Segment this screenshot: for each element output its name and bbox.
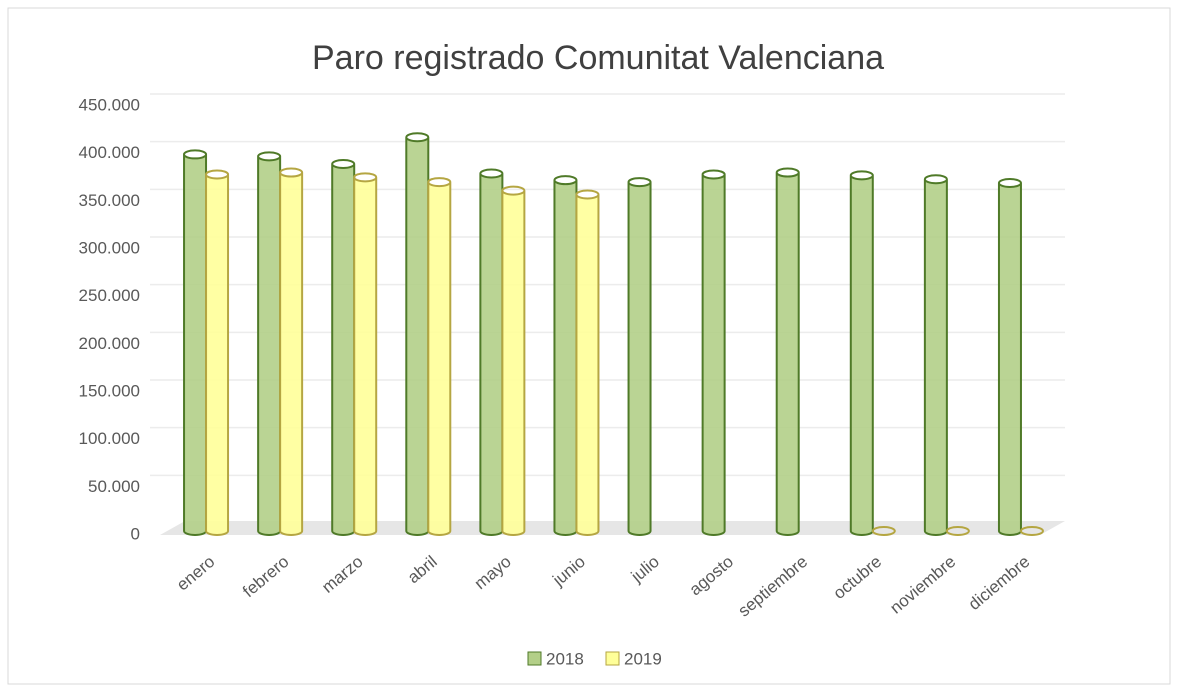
y-tick-label: 450.000 <box>79 95 140 114</box>
bar <box>501 185 526 536</box>
y-tick-label: 0 <box>131 524 140 543</box>
bar <box>849 170 874 536</box>
bar <box>945 526 970 536</box>
bar <box>627 177 652 536</box>
y-tick-label: 100.000 <box>79 429 140 448</box>
bar <box>553 175 578 536</box>
bar <box>279 167 304 536</box>
bar <box>575 189 600 536</box>
bar <box>997 178 1022 536</box>
y-tick-label: 350.000 <box>79 191 140 210</box>
legend-label: 2018 <box>546 649 584 668</box>
chart-title: Paro registrado Comunitat Valenciana <box>312 39 884 77</box>
y-tick-label: 50.000 <box>88 477 140 496</box>
y-tick-label: 200.000 <box>79 334 140 353</box>
legend-swatch <box>605 651 620 666</box>
y-tick-label: 300.000 <box>79 238 140 257</box>
bar <box>427 177 452 536</box>
bar <box>183 149 208 536</box>
y-tick-label: 150.000 <box>79 381 140 400</box>
bar <box>775 167 800 536</box>
floor <box>160 521 1065 535</box>
legend-label: 2019 <box>624 649 662 668</box>
bar <box>1019 526 1044 536</box>
bar <box>405 132 430 536</box>
bar <box>353 172 378 536</box>
bar <box>871 526 896 536</box>
bar <box>479 168 504 536</box>
bar <box>331 158 356 536</box>
legend-swatch <box>527 651 542 666</box>
bar <box>701 169 726 536</box>
bar <box>923 174 948 536</box>
y-tick-label: 250.000 <box>79 286 140 305</box>
bar <box>205 169 230 536</box>
bar <box>257 151 282 536</box>
y-tick-label: 400.000 <box>79 143 140 162</box>
